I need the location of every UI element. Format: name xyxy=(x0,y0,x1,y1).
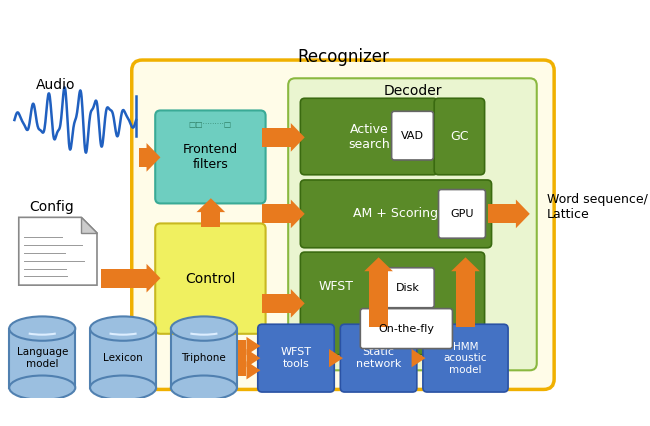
FancyBboxPatch shape xyxy=(381,268,434,308)
Text: Frontend
filters: Frontend filters xyxy=(183,143,238,171)
Bar xyxy=(101,269,146,288)
Bar xyxy=(171,328,237,388)
Polygon shape xyxy=(246,349,261,367)
Bar xyxy=(238,340,246,352)
FancyBboxPatch shape xyxy=(360,308,452,348)
FancyBboxPatch shape xyxy=(300,252,485,355)
Bar xyxy=(262,204,291,223)
Text: GC: GC xyxy=(450,130,469,143)
Ellipse shape xyxy=(90,317,156,341)
Bar xyxy=(238,352,246,364)
Bar xyxy=(202,212,220,227)
Text: Recognizer: Recognizer xyxy=(297,49,389,66)
FancyBboxPatch shape xyxy=(439,190,486,238)
Polygon shape xyxy=(81,217,97,233)
FancyBboxPatch shape xyxy=(300,98,437,175)
Bar xyxy=(9,328,75,388)
Text: Decoder: Decoder xyxy=(384,84,442,98)
Text: Control: Control xyxy=(185,272,235,285)
Text: Triphone: Triphone xyxy=(181,353,226,363)
Polygon shape xyxy=(19,217,97,285)
Polygon shape xyxy=(246,337,261,355)
Polygon shape xyxy=(246,361,261,380)
FancyBboxPatch shape xyxy=(258,324,334,392)
FancyBboxPatch shape xyxy=(300,180,491,248)
Bar xyxy=(262,128,291,147)
Text: □□·········□: □□·········□ xyxy=(188,120,231,129)
Polygon shape xyxy=(146,264,161,293)
Polygon shape xyxy=(146,143,161,172)
Text: WFST
tools: WFST tools xyxy=(281,347,311,369)
Polygon shape xyxy=(291,199,305,228)
Text: Disk: Disk xyxy=(396,283,420,293)
Polygon shape xyxy=(291,289,305,318)
FancyBboxPatch shape xyxy=(288,78,537,370)
Bar xyxy=(262,294,291,313)
FancyBboxPatch shape xyxy=(155,223,266,334)
Bar xyxy=(329,352,332,364)
Text: Static
network: Static network xyxy=(356,347,401,369)
FancyBboxPatch shape xyxy=(132,60,554,389)
FancyBboxPatch shape xyxy=(341,324,417,392)
Text: HMM
acoustic
model: HMM acoustic model xyxy=(444,342,488,375)
Ellipse shape xyxy=(171,376,237,400)
FancyBboxPatch shape xyxy=(155,110,266,204)
Ellipse shape xyxy=(171,317,237,341)
Ellipse shape xyxy=(90,376,156,400)
Text: Audio: Audio xyxy=(36,78,75,92)
Bar xyxy=(488,204,516,223)
Polygon shape xyxy=(516,199,530,228)
Polygon shape xyxy=(329,349,343,367)
Text: GPU: GPU xyxy=(450,209,474,219)
Polygon shape xyxy=(196,198,225,212)
FancyBboxPatch shape xyxy=(434,98,485,175)
Text: Word sequence/
Lattice: Word sequence/ Lattice xyxy=(547,193,648,221)
Polygon shape xyxy=(451,257,480,271)
FancyBboxPatch shape xyxy=(391,111,434,160)
Text: On-the-fly: On-the-fly xyxy=(378,324,434,334)
Polygon shape xyxy=(364,257,393,271)
Text: Lexicon: Lexicon xyxy=(103,353,143,363)
Text: Language
model: Language model xyxy=(16,347,68,369)
Bar xyxy=(238,364,246,377)
Bar xyxy=(138,148,146,167)
Ellipse shape xyxy=(9,376,75,400)
Polygon shape xyxy=(411,349,426,367)
Ellipse shape xyxy=(9,317,75,341)
Bar xyxy=(411,352,414,364)
Bar xyxy=(456,271,475,327)
Bar xyxy=(90,328,156,388)
Text: VAD: VAD xyxy=(401,131,424,141)
Polygon shape xyxy=(291,123,305,152)
Bar xyxy=(369,271,388,327)
Text: Config: Config xyxy=(29,200,74,214)
Text: Active
search: Active search xyxy=(348,123,390,150)
Text: AM + Scoring: AM + Scoring xyxy=(354,207,439,220)
Text: WFST: WFST xyxy=(318,280,354,294)
FancyBboxPatch shape xyxy=(423,324,508,392)
